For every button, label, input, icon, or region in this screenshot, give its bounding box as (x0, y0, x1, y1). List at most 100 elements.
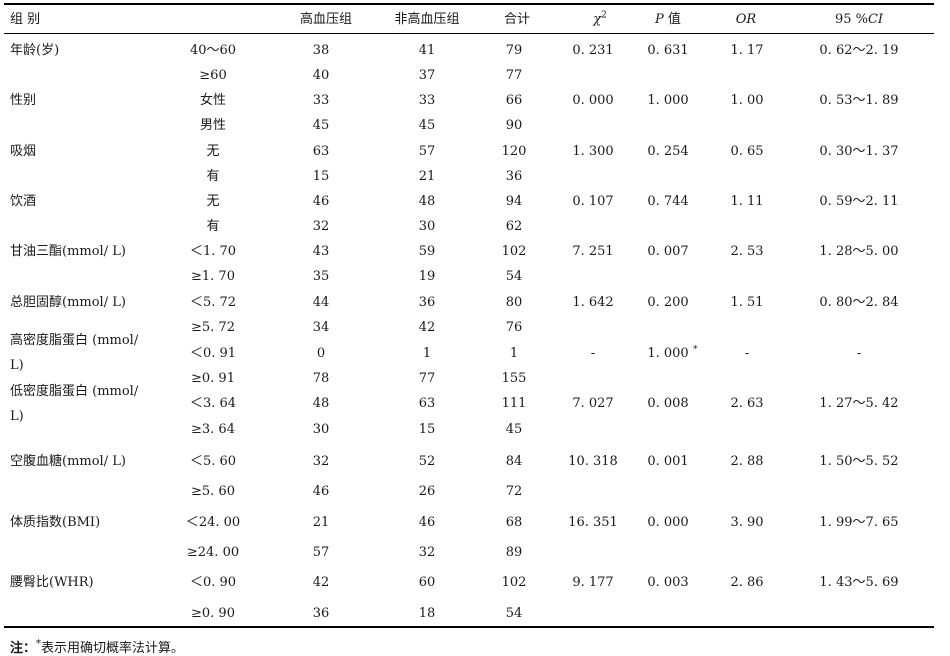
cell-total: 68 (505, 515, 523, 530)
cell-level: 无 (206, 144, 220, 159)
cell-total: 79 (505, 43, 523, 58)
cell-level: ＜0. 90 (189, 575, 237, 590)
cell-hyp: 48 (312, 396, 330, 411)
cell-hyp: 33 (312, 93, 330, 108)
header-p-value: P 值 (655, 12, 681, 28)
cell-non: 77 (418, 371, 436, 386)
cell-p: 0. 744 (647, 194, 689, 209)
cell-level: ≥1. 70 (191, 269, 235, 284)
ldl-label-line2: L) (10, 409, 24, 424)
cell-non: 57 (418, 144, 436, 159)
cell-chi: 7. 251 (572, 244, 614, 259)
cell-non: 19 (418, 269, 436, 284)
cell-p: 0. 001 (647, 454, 689, 469)
cell-total: 45 (505, 422, 523, 437)
footnote-asterisk: * (36, 638, 42, 650)
cell-variable: 年龄(岁) (10, 43, 60, 58)
cell-hyp: 35 (312, 269, 330, 284)
cell-or: 3. 90 (730, 515, 764, 530)
cell-non: 30 (418, 219, 436, 234)
cell-level: 有 (206, 219, 220, 234)
cell-non: 26 (418, 484, 436, 499)
cell-ci: 1. 27～5. 42 (819, 396, 899, 411)
cell-total: 77 (505, 68, 523, 83)
cell-chi: 16. 351 (568, 515, 618, 530)
header-non-hypertension: 非高血压组 (394, 12, 460, 27)
cell-level: ＜1. 70 (189, 244, 237, 259)
cell-non: 60 (418, 575, 436, 590)
cell-hyp: 21 (312, 515, 330, 530)
cell-non: 46 (418, 515, 436, 530)
cell-level: 女性 (199, 93, 227, 108)
cell-hyp: 32 (312, 454, 330, 469)
cell-total: 54 (505, 269, 523, 284)
cell-hyp: 38 (312, 43, 330, 58)
cell-level: ＜3. 64 (189, 396, 237, 411)
cell-hyp: 34 (312, 320, 330, 335)
cell-hyp: 45 (312, 118, 330, 133)
cell-or: 2. 53 (730, 244, 764, 259)
cell-variable: 吸烟 (10, 144, 37, 159)
cell-or: 1. 11 (730, 194, 764, 209)
cell-hyp: 15 (312, 169, 330, 184)
cell-non: 18 (418, 606, 436, 621)
cell-or: 0. 65 (730, 144, 764, 159)
cell-hyp: 0 (316, 346, 326, 361)
cell-hyp: 78 (312, 371, 330, 386)
cell-chi: 1. 300 (572, 144, 614, 159)
cell-total: 84 (505, 454, 523, 469)
header-group: 组 别 (10, 12, 41, 27)
exact-test-asterisk: * (693, 345, 698, 355)
header-total: 合计 (503, 12, 531, 27)
cell-level: 40～60 (189, 43, 237, 58)
cell-total: 72 (505, 484, 523, 499)
cell-or: 2. 86 (730, 575, 764, 590)
bottom-rule (4, 626, 934, 628)
cell-non: 33 (418, 93, 436, 108)
header-chi-square: χ2 (593, 10, 607, 28)
cell-total: 102 (501, 575, 527, 590)
cell-p: 0. 008 (647, 396, 689, 411)
cell-hyp: 30 (312, 422, 330, 437)
cell-level: ≥60 (199, 68, 227, 83)
cell-non: 21 (418, 169, 436, 184)
cell-p: 0. 254 (647, 144, 689, 159)
cell-p: 0. 200 (647, 295, 689, 310)
cell-variable: 总胆固醇(mmol/ L) (10, 295, 126, 310)
cell-ci: 0. 53～1. 89 (819, 93, 899, 108)
cell-level: ≥5. 60 (191, 484, 235, 499)
cell-variable: 空腹血糖(mmol/ L) (10, 454, 126, 469)
cell-total: 54 (505, 606, 523, 621)
p-symbol: P (655, 12, 664, 27)
cell-non: 41 (418, 43, 436, 58)
or-symbol: OR (735, 12, 757, 27)
cell-or: 2. 63 (730, 396, 764, 411)
cell-total: 120 (501, 144, 527, 159)
cell-hyp: 36 (312, 606, 330, 621)
cell-non: 48 (418, 194, 436, 209)
cell-total: 155 (501, 371, 527, 386)
ci-prefix: 95 % (834, 12, 868, 27)
cell-chi: 10. 318 (568, 454, 618, 469)
hdl-label-line2: L) (10, 358, 24, 373)
header-or: OR (736, 12, 756, 28)
p-label: 值 (663, 12, 681, 27)
cell-total: 90 (505, 118, 523, 133)
cell-level: ＜5. 72 (189, 295, 237, 310)
chi-superscript: 2 (601, 10, 607, 21)
footnote-text: 表示用确切概率法计算。 (41, 641, 185, 656)
cell-level: ≥5. 72 (191, 320, 235, 335)
cell-hyp: 32 (312, 219, 330, 234)
footnote-label: 注： (10, 641, 37, 656)
top-rule (4, 3, 934, 5)
cell-non: 45 (418, 118, 436, 133)
cell-chi: 9. 177 (572, 575, 614, 590)
cell-chi: 0. 000 (572, 93, 614, 108)
cell-non: 15 (418, 422, 436, 437)
cell-variable: 腰臀比(WHR) (10, 575, 94, 590)
cell-p: 1. 000 (647, 346, 689, 361)
cell-non: 37 (418, 68, 436, 83)
cell-chi: 1. 642 (572, 295, 614, 310)
cell-total: 36 (505, 169, 523, 184)
header-hypertension: 高血压组 (299, 12, 353, 27)
